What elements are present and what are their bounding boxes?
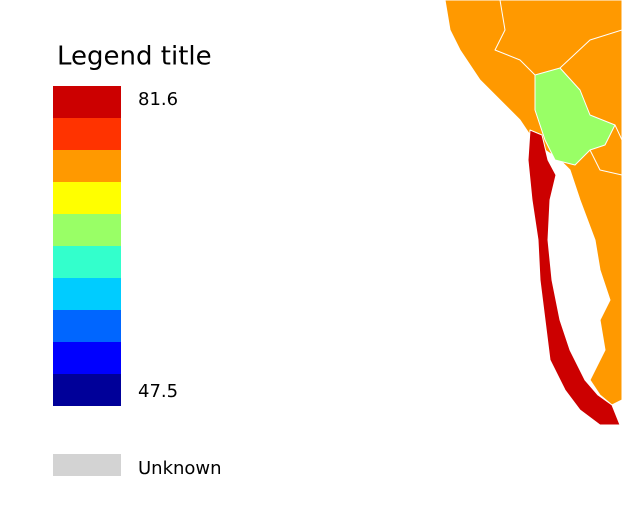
legend-title: Legend title (57, 42, 212, 72)
color-swatch (53, 342, 121, 374)
color-swatch (53, 278, 121, 310)
color-swatch (53, 310, 121, 342)
region (534, 67, 616, 166)
color-swatch (53, 214, 121, 246)
color-swatch (53, 118, 121, 150)
max-label: 81.6 (138, 89, 178, 110)
min-label: 47.5 (138, 381, 178, 402)
map (444, 0, 622, 426)
color-swatch (53, 374, 121, 406)
region-border (494, 0, 622, 176)
unknown-label: Unknown (138, 458, 222, 479)
color-swatch (53, 150, 121, 182)
unknown-swatch (53, 454, 121, 476)
color-scale (53, 86, 121, 406)
color-swatch (53, 182, 121, 214)
region (527, 129, 621, 426)
color-swatch (53, 246, 121, 278)
legend: Legend title 81.6 47.5 Unknown (53, 42, 222, 479)
color-swatch (53, 86, 121, 118)
